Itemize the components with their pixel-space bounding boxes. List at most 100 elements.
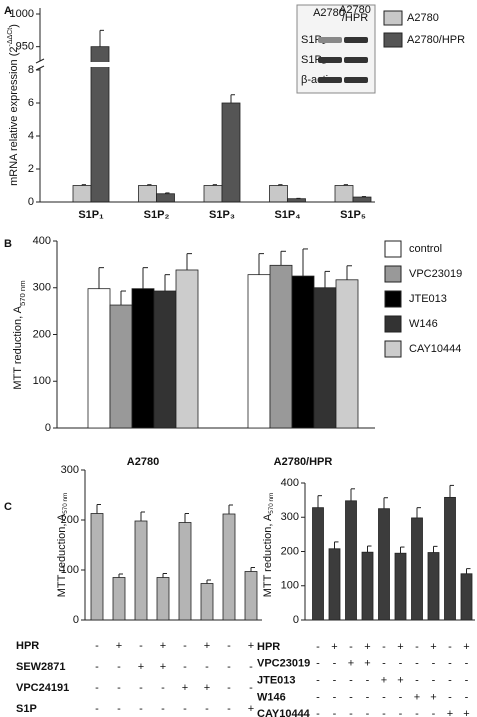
y-tick-label: 950 [16,41,34,53]
bar [328,548,341,621]
y-tick-label: 300 [33,282,51,294]
condition-mark: - [249,661,253,673]
error-bar [350,488,355,501]
condition-label: SEW2871 [16,661,66,673]
condition-mark: - [349,641,353,653]
condition-mark: + [248,703,254,715]
bar [134,520,148,621]
bar [203,185,223,203]
error-bar [302,248,308,277]
error-bar [466,568,471,574]
error-bar [278,184,283,186]
condition-mark: - [95,640,99,652]
error-bar [165,192,170,194]
y-tick-label: 100 [33,375,51,387]
condition-mark: + [447,708,453,717]
error-bar [324,270,330,288]
y-axis-label-part: mRNA relative expression (2 [8,46,20,185]
legend-label: VPC23019 [409,268,462,280]
condition-mark: + [204,682,210,694]
condition-mark: + [248,640,254,652]
condition-mark: - [448,675,452,687]
condition-mark: - [399,658,403,670]
bar [411,517,423,621]
condition-mark: + [414,691,420,703]
y-axis-label-part: 570 nm [268,493,275,514]
bar [247,274,271,429]
bar [72,185,92,203]
condition-mark: - [465,658,469,670]
condition-label: JTE013 [257,675,296,687]
panel-label: C [4,501,12,513]
x-tick-label: S1P₁ [78,209,104,221]
y-tick-label: 400 [281,477,299,489]
y-axis-label: MTT reduction, A570 nm [262,493,275,598]
blot-band [318,77,342,83]
error-bar [184,513,189,523]
y-axis-label-part: MTT reduction, A [262,513,274,597]
condition-mark: - [316,658,320,670]
blot-band [344,37,368,43]
condition-mark: - [399,708,403,717]
condition-mark: - [415,641,419,653]
condition-label: S1P [16,703,37,715]
condition-mark: - [183,661,187,673]
condition-mark: - [349,675,353,687]
bar [352,196,372,203]
error-bar [250,567,255,572]
axis-break [35,65,45,71]
bar [156,193,175,203]
y-axis-label: mRNA relative expression (2-ΔΔCt) [7,24,20,186]
error-bar [416,507,421,518]
bar [175,269,199,429]
bar [313,287,337,429]
condition-mark: + [463,708,469,717]
error-bar [120,290,126,306]
y-axis-label: MTT reduction, A570 nm [12,280,27,389]
condition-label: HPR [16,640,39,652]
legend-label: A2780/HPR [407,34,465,46]
condition-mark: - [448,641,452,653]
x-tick-label: A2780/HPR [274,456,333,468]
condition-mark: + [397,675,403,687]
condition-mark: - [227,703,231,715]
y-tick-label: 1000 [10,8,34,20]
condition-label: VPC23019 [257,658,310,670]
condition-mark: - [448,658,452,670]
y-tick-label: 400 [33,235,51,247]
y-axis-label-part: MTT reduction, A [56,513,68,597]
condition-mark: - [95,703,99,715]
bar [90,46,110,203]
bar [178,522,192,621]
condition-label: CAY10444 [257,708,311,717]
y-axis-label-part: -ΔΔCt [7,28,14,47]
condition-mark: + [182,682,188,694]
y-tick-label: 200 [61,514,79,526]
bar [291,275,315,429]
condition-mark: - [382,708,386,717]
y-tick-label: 0 [293,614,299,626]
error-bar [433,545,438,553]
bar [131,288,155,429]
y-tick-label: 200 [33,328,51,340]
bar [153,290,177,429]
condition-mark: + [364,658,370,670]
condition-mark: - [382,641,386,653]
condition-mark: - [227,661,231,673]
error-bar [118,573,123,578]
bar [361,551,374,621]
condition-mark: - [415,708,419,717]
condition-mark: - [205,703,209,715]
bar [334,185,354,203]
condition-mark: + [463,641,469,653]
condition-mark: - [333,658,337,670]
y-tick-label: 0 [73,614,79,626]
legend-label: A2780 [407,12,439,24]
condition-mark: + [430,641,436,653]
condition-label: VPC24191 [16,682,69,694]
blot-band [344,77,368,83]
bar [221,102,241,203]
condition-mark: + [204,640,210,652]
condition-mark: - [95,661,99,673]
condition-mark: - [399,691,403,703]
